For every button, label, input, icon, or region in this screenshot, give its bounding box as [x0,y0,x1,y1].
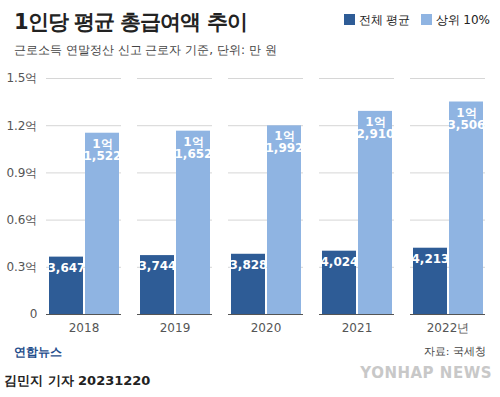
svg-text:3,647: 3,647 [48,261,86,275]
svg-text:2021: 2021 [342,321,373,335]
html-text:1인당 평균 총급여액 추이: 1인당 평균 총급여액 추이 [14,10,247,34]
html-text:김민지 기자 20231220: 김민지 기자 20231220 [4,373,151,388]
html-text:YONHAP NEWS: YONHAP NEWS [360,364,492,382]
svg-text:4,024: 4,024 [321,255,359,269]
svg-text:3,744: 3,744 [139,259,177,273]
svg-text:1억1,652: 1억1,652 [175,135,213,161]
html-text:전체 평균: 전체 평균 [358,13,411,27]
svg-text:2022년: 2022년 [427,321,470,335]
html-text:상위 10%: 상위 10% [435,13,490,27]
html-text:근로소득 연말정산 신고 근로자 기준, 단위: 만 원: 근로소득 연말정산 신고 근로자 기준, 단위: 만 원 [14,43,277,57]
svg-text:1억1,522: 1억1,522 [84,137,122,163]
svg-text:2018: 2018 [69,321,100,335]
svg-text:1억2,910: 1억2,910 [357,115,395,141]
svg-text:1억1,992: 1억1,992 [266,129,304,155]
svg-text:0: 0 [30,307,38,321]
svg-text:1억3,506: 1억3,506 [448,106,486,132]
svg-text:2020: 2020 [251,321,282,335]
html-text:자료: 국세청: 자료: 국세청 [423,345,486,358]
svg-text:0.9억: 0.9억 [6,166,37,180]
html-text:연합뉴스: 연합뉴스 [14,345,62,359]
svg-text:1.2억: 1.2억 [6,119,37,133]
svg-text:4,213: 4,213 [412,252,450,266]
svg-text:0.3억: 0.3억 [6,260,37,274]
svg-text:1.5억: 1.5억 [6,71,37,85]
svg-text:3,828: 3,828 [230,258,268,272]
svg-text:0.6억: 0.6억 [6,213,37,227]
svg-text:2019: 2019 [160,321,191,335]
